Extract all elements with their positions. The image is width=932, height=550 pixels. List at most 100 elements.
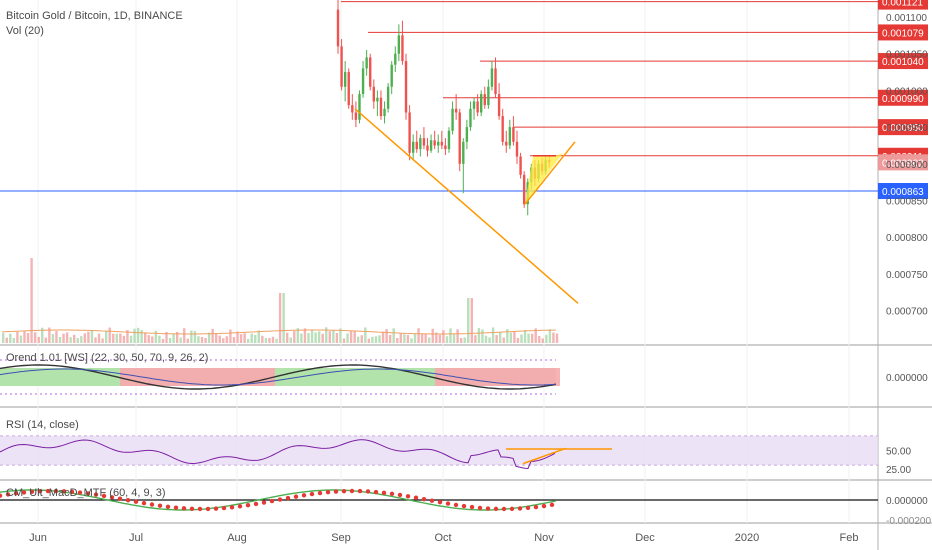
osc-histogram-bar xyxy=(345,368,350,386)
volume-bar xyxy=(144,332,147,343)
rsi-axis-label: 25.00 xyxy=(886,465,911,476)
volume-bar xyxy=(481,329,484,343)
horizontal-levels: 0.001121 0.001079 0.001040 0.000990 0.000950… xyxy=(0,0,928,199)
price-tag-label: 0.001121 xyxy=(882,0,923,9)
volume-ma-line xyxy=(1,329,556,335)
macd-signal-dot xyxy=(293,494,299,499)
macd-signal-dot xyxy=(213,506,219,511)
volume-bar xyxy=(371,336,374,343)
osc-histogram-bar xyxy=(90,368,95,386)
macd-signal-dot xyxy=(285,495,291,501)
volume-bar xyxy=(104,330,108,343)
candle-body xyxy=(422,138,426,146)
osc-histogram-bar xyxy=(540,368,545,386)
volume-bar xyxy=(44,337,47,343)
osc-title[interactable]: Orend 1.01 [WS] (22, 30, 50, 70, 9, 26, … xyxy=(6,352,209,364)
volume-bar xyxy=(9,333,12,343)
volume-bar xyxy=(215,333,218,343)
volume-bar xyxy=(538,336,541,343)
macd-signal-dot xyxy=(301,493,307,498)
volume-bar xyxy=(41,327,44,343)
macd-signal-dot xyxy=(149,502,155,507)
volume-bar xyxy=(19,335,23,343)
osc-histogram-bar xyxy=(470,368,475,386)
price-tag xyxy=(878,24,928,41)
volume-bar xyxy=(388,334,392,343)
osc-histogram-bar xyxy=(50,368,55,386)
macd-signal-dot xyxy=(509,506,515,512)
macd-signal-dot xyxy=(13,491,19,496)
osc-histogram-bar xyxy=(260,368,265,386)
osc-histogram-bar xyxy=(55,368,60,386)
osc-histogram-bar xyxy=(520,368,525,386)
volume-bar xyxy=(254,334,257,343)
volume-bar xyxy=(197,336,200,343)
volume-bar xyxy=(129,335,133,343)
osc-histogram-bar xyxy=(95,368,100,386)
osc-histogram-bar xyxy=(525,368,530,386)
macd-signal-dot xyxy=(517,506,523,511)
candle-body xyxy=(343,72,347,87)
volume-title[interactable]: Vol (20) xyxy=(6,25,44,37)
osc-histogram-bar xyxy=(250,368,255,386)
osc-histogram-bar xyxy=(80,368,85,386)
volume-bar xyxy=(367,338,371,343)
candle-body xyxy=(512,127,515,142)
price-tag-label: 0.001040 xyxy=(882,57,924,68)
volume-bar xyxy=(516,337,520,343)
osc-histogram-bar xyxy=(550,368,555,386)
volume-bar xyxy=(2,333,5,343)
candle-body xyxy=(494,68,497,95)
symbol-title[interactable]: Bitcoin Gold / Bitcoin, 1D, BINANCE xyxy=(6,10,183,22)
candle-body xyxy=(379,97,383,117)
macd-title[interactable]: CM_Ult_MacD_MTF (60, 4, 9, 3) xyxy=(6,487,166,499)
candle-body xyxy=(336,9,340,47)
volume-bar xyxy=(282,293,285,343)
rsi-title[interactable]: RSI (14, close) xyxy=(6,419,79,431)
osc-histogram-bar xyxy=(15,368,20,386)
macd-signal-dot xyxy=(341,488,347,494)
candle-body xyxy=(451,108,454,131)
macd-signal-dot xyxy=(405,494,411,499)
volume-bar xyxy=(513,331,516,343)
price-axis: 0.001100 0.001050 0.001000 0.000950 0.000900… xyxy=(886,13,928,318)
volume-bar xyxy=(413,333,417,343)
volume-bar xyxy=(87,331,90,343)
volume-bar xyxy=(179,337,182,343)
volume-bar xyxy=(509,332,513,343)
volume-bar xyxy=(417,328,420,343)
macd-signal-dot xyxy=(429,498,435,503)
macd-signal-dot xyxy=(421,496,427,502)
osc-histogram-bar xyxy=(420,368,425,386)
volume-bar xyxy=(346,333,349,343)
volume-bar xyxy=(204,338,207,343)
macd-signal-dot xyxy=(317,490,323,496)
osc-histogram-bar xyxy=(105,368,110,386)
macd-signal-dot xyxy=(229,505,235,510)
osc-histogram-bar xyxy=(400,368,405,386)
volume-bar xyxy=(314,332,317,343)
volume-bar xyxy=(474,335,477,343)
osc-histogram-bar xyxy=(390,368,395,386)
macd-signal-dot xyxy=(61,489,67,494)
macd-signal-dot xyxy=(485,506,491,511)
macd-signal-dot xyxy=(165,504,171,510)
osc-histogram-bar xyxy=(380,368,385,386)
volume-bar xyxy=(165,331,168,343)
rsi-axis-label: 50.00 xyxy=(886,447,911,458)
macd-signal-dot xyxy=(269,498,275,504)
macd-signal-dot xyxy=(325,489,331,495)
candle-body xyxy=(376,97,379,102)
volume-bar xyxy=(37,336,40,343)
candle-body xyxy=(462,141,465,164)
volume-bar xyxy=(112,333,115,343)
volume-bar xyxy=(534,328,537,343)
osc-histogram-bar xyxy=(445,368,450,386)
macd-signal-dot xyxy=(125,498,131,503)
volume-bar xyxy=(335,332,339,343)
volume-bar xyxy=(58,336,62,343)
macd-signal-dot xyxy=(141,500,147,506)
osc-histogram-bar xyxy=(290,368,295,386)
osc-histogram-bar xyxy=(30,368,35,386)
